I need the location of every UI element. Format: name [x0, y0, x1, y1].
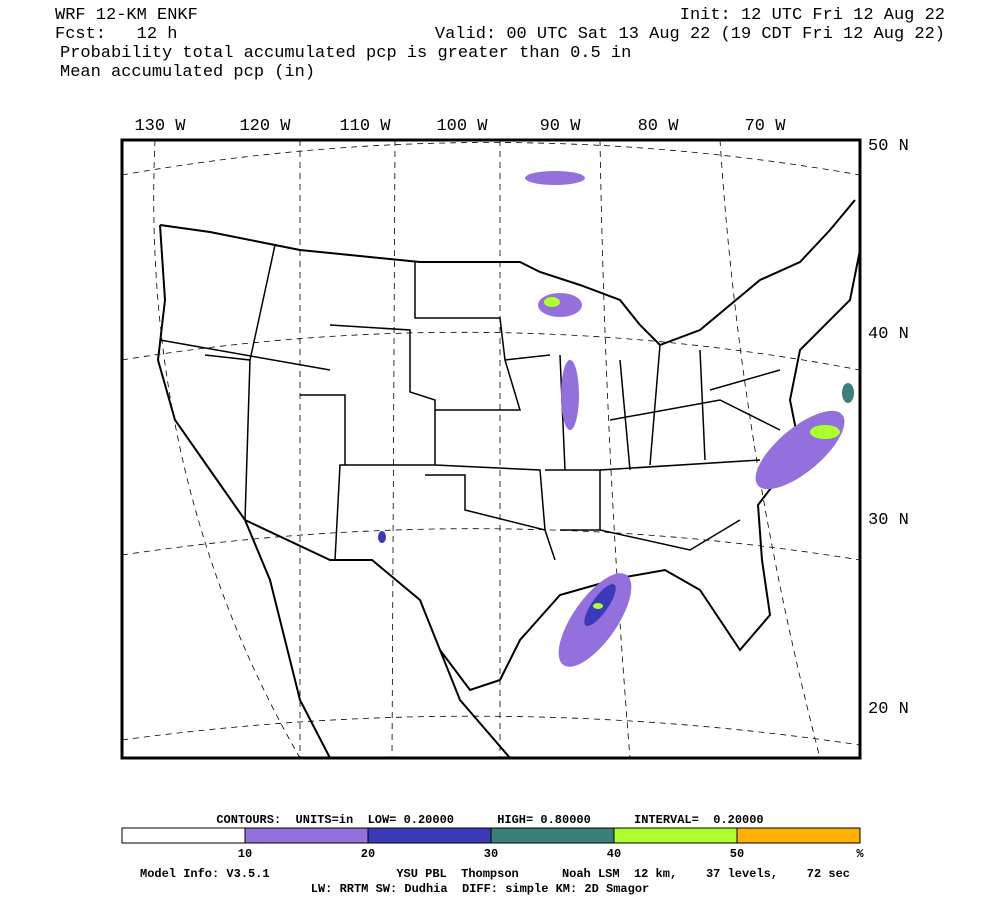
valid-time: Valid: 00 UTC Sat 13 Aug 22 (19 CDT Fri …: [435, 25, 945, 44]
colorbar-label: 40: [607, 847, 621, 861]
init-time: Init: 12 UTC Fri 12 Aug 22: [680, 6, 945, 25]
field-description: Mean accumulated pcp (in): [60, 63, 315, 82]
longitude-label: 130 W: [134, 117, 186, 136]
longitude-label: 110 W: [339, 117, 391, 136]
precip-core: [810, 425, 840, 439]
map-frame: [120, 138, 862, 760]
longitude-label: 90 W: [540, 117, 582, 136]
longitude-label: 120 W: [239, 117, 291, 136]
model-title: WRF 12-KM ENKF: [55, 6, 198, 25]
colorbar-box: [367, 827, 492, 844]
coastline: [156, 199, 861, 759]
colorbar-box: [613, 827, 738, 844]
precip-area: [538, 293, 582, 317]
colorbar-label: 20: [361, 847, 375, 861]
colorbar-box: [736, 827, 861, 844]
physics-info: YSU PBL Thompson Noah LSM 12 km, 37 leve…: [396, 867, 850, 881]
latitude-label: 30 N: [868, 511, 909, 530]
precip-core: [544, 297, 560, 307]
field-description: Probability total accumulated pcp is gre…: [60, 44, 631, 63]
longitude-label: 70 W: [745, 117, 787, 136]
precip-area: [561, 360, 579, 430]
latitude-label: 50 N: [868, 137, 909, 156]
model-info: Model Info: V3.5.1: [140, 867, 270, 881]
longitude-label: 80 W: [638, 117, 680, 136]
graticule: [121, 139, 861, 759]
colorbar-label: 30: [484, 847, 498, 861]
latitude-label: 40 N: [868, 325, 909, 344]
colorbar-box: [244, 827, 369, 844]
colorbar-box: [121, 827, 246, 844]
colorbar-label: 50: [730, 847, 744, 861]
colorbar-label: 10: [238, 847, 252, 861]
precip-core: [593, 603, 603, 609]
colorbar-box: [490, 827, 615, 844]
precip-area: [525, 171, 585, 185]
latitude-label: 20 N: [868, 700, 909, 719]
precip-core: [842, 383, 854, 403]
colorbar-unit: %: [856, 847, 864, 861]
radiation-info: LW: RRTM SW: Dudhia DIFF: simple KM: 2D …: [311, 882, 649, 896]
map: [120, 138, 862, 760]
contour-info: CONTOURS: UNITS=in LOW= 0.20000 HIGH= 0.…: [216, 813, 763, 827]
precipitation: [378, 171, 854, 667]
longitude-label: 100 W: [436, 117, 488, 136]
precip-area: [378, 531, 386, 543]
forecast-hour: Fcst: 12 h: [55, 25, 177, 44]
